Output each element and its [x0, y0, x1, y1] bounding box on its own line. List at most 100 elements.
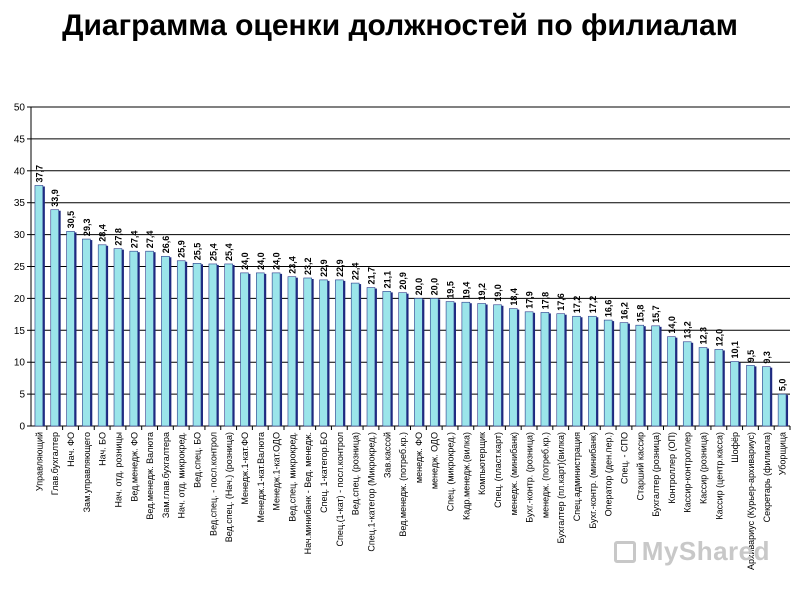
data-label: 19,5: [446, 281, 456, 299]
x-tick-label: Спец. - СПО: [619, 432, 629, 484]
y-tick-label: 25: [14, 262, 26, 273]
bar: [240, 272, 249, 427]
bar: [651, 325, 660, 427]
bar: [335, 279, 344, 427]
data-label: 17,2: [588, 296, 598, 314]
data-label: 37,7: [34, 165, 44, 183]
data-label: 27,4: [129, 231, 139, 249]
x-tick-label: Секретарь (филиала): [762, 432, 772, 522]
data-label: 20,9: [398, 272, 408, 290]
watermark: MyShared: [613, 536, 770, 567]
bar: [350, 282, 360, 427]
x-tick-label: Вед.менедж. ФО: [129, 432, 139, 502]
bar: [461, 301, 471, 427]
x-tick-label: Нач.минибанк - Вед. менедж.: [303, 432, 313, 554]
x-tick-label: Спец. 1-категор.БО: [319, 432, 329, 513]
data-label: 16,2: [619, 302, 629, 320]
bar: [746, 365, 755, 427]
y-tick-label: 0: [19, 422, 25, 433]
x-tick-label: Старший кассир: [635, 432, 645, 500]
bar: [161, 255, 170, 427]
x-tick-label: Бухг.-контр. (минибанк): [588, 432, 598, 529]
x-tick-label: Управляющий: [34, 432, 44, 491]
bar: [382, 291, 392, 427]
x-tick-label: Контроллер (ОП): [667, 432, 677, 504]
y-tick-label: 30: [14, 230, 26, 241]
data-label: 25,4: [224, 243, 234, 261]
bar: [319, 279, 328, 427]
y-tick-label: 50: [14, 103, 26, 114]
data-label: 33,9: [50, 189, 60, 207]
data-label: 9,3: [762, 351, 772, 364]
bar: [192, 263, 202, 427]
x-tick-label: Бухг.-контр. (розница): [525, 432, 535, 523]
watermark-text: MyShared: [641, 536, 770, 566]
x-tick-label: Шофёр: [730, 432, 740, 463]
data-label: 24,0: [240, 252, 250, 270]
x-tick-label: Спец.(1-кат) - посл.контрол: [335, 432, 345, 546]
x-tick-label: Вед.менедж. (потреб.кр.): [398, 432, 408, 537]
data-label: 24,0: [256, 252, 266, 270]
bar: [66, 231, 75, 427]
data-label: 18,4: [509, 288, 519, 306]
bar: [730, 361, 739, 427]
x-tick-label: Менедж.1-кат.ОДО: [272, 432, 282, 511]
y-tick-label: 10: [14, 358, 26, 369]
x-tick-label: Кадр.менедж.(вилка): [461, 432, 471, 520]
bar: [588, 315, 597, 427]
x-tick-label: Спец. (пласт.карт): [493, 432, 503, 508]
x-tick-label: Вед.спец. микрокред.: [287, 432, 297, 522]
data-label: 27,8: [113, 228, 123, 246]
bar: [113, 248, 123, 427]
x-tick-label: Вед.спец. (Нач.) (розница): [224, 432, 234, 542]
bar: [414, 298, 423, 427]
x-tick-label: Нач. отд. микрокред.: [177, 432, 187, 519]
data-label: 17,2: [572, 296, 582, 314]
x-tick-label: Кассир (центр.касса): [714, 432, 724, 520]
x-tick-label: Спец. (микрокред.): [446, 432, 456, 511]
data-label: 29,3: [82, 219, 92, 237]
x-tick-label: Оператор (ден.пер.): [604, 432, 614, 516]
bar: [256, 272, 265, 427]
bar: [524, 311, 534, 427]
x-tick-label: Нач. отд. розницы: [113, 432, 123, 508]
bar: [509, 308, 518, 427]
x-tick-label: Компьютерщик: [477, 432, 487, 495]
data-label: 25,9: [177, 240, 187, 258]
x-tick-label: Нач. БО: [98, 432, 108, 466]
bar: [777, 393, 787, 427]
data-label: 23,4: [287, 256, 297, 274]
bar: [303, 277, 312, 427]
data-label: 10,1: [730, 341, 740, 359]
x-tick-label: Спец.1-категор (Микрокред.): [366, 432, 376, 552]
data-label: 15,7: [651, 305, 661, 323]
bar: [34, 185, 44, 427]
page-title: Диаграмма оценки должностей по филиалам: [62, 9, 738, 42]
bar: [698, 347, 708, 427]
y-tick-label: 45: [14, 134, 26, 145]
x-tick-label: Зам.глав.бухгалтера: [161, 432, 171, 518]
bar: [97, 244, 107, 427]
data-label: 14,0: [667, 316, 677, 334]
x-tick-label: Менедж.1-кат.Валюта: [256, 432, 266, 523]
x-tick-label: Кассир-контроллер: [683, 432, 693, 513]
y-tick-label: 5: [19, 390, 25, 401]
bar: [50, 209, 59, 427]
y-tick-label: 40: [14, 166, 26, 177]
bar: [271, 272, 281, 427]
data-label: 19,0: [493, 284, 503, 302]
x-tick-label: менедж. ФО: [414, 432, 424, 483]
bar: [287, 276, 297, 427]
x-tick-label: Уборщица: [778, 432, 788, 475]
presentation-icon: [613, 541, 636, 563]
bar: [445, 301, 455, 427]
x-tick-label: менедж. (минибанк): [509, 432, 519, 515]
y-tick-label: 35: [14, 198, 26, 209]
data-label: 16,6: [604, 300, 614, 318]
data-label: 9,5: [746, 350, 756, 363]
x-tick-label: Зам.управляющего: [82, 432, 92, 512]
x-tick-label: Вед.спец. (розница): [351, 432, 361, 515]
data-label: 24,0: [272, 252, 282, 270]
x-tick-label: Зав.кассой: [382, 432, 392, 478]
